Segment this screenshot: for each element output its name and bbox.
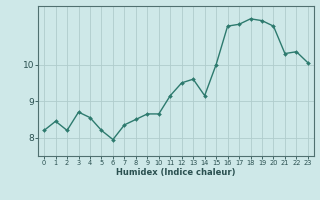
X-axis label: Humidex (Indice chaleur): Humidex (Indice chaleur) xyxy=(116,168,236,177)
